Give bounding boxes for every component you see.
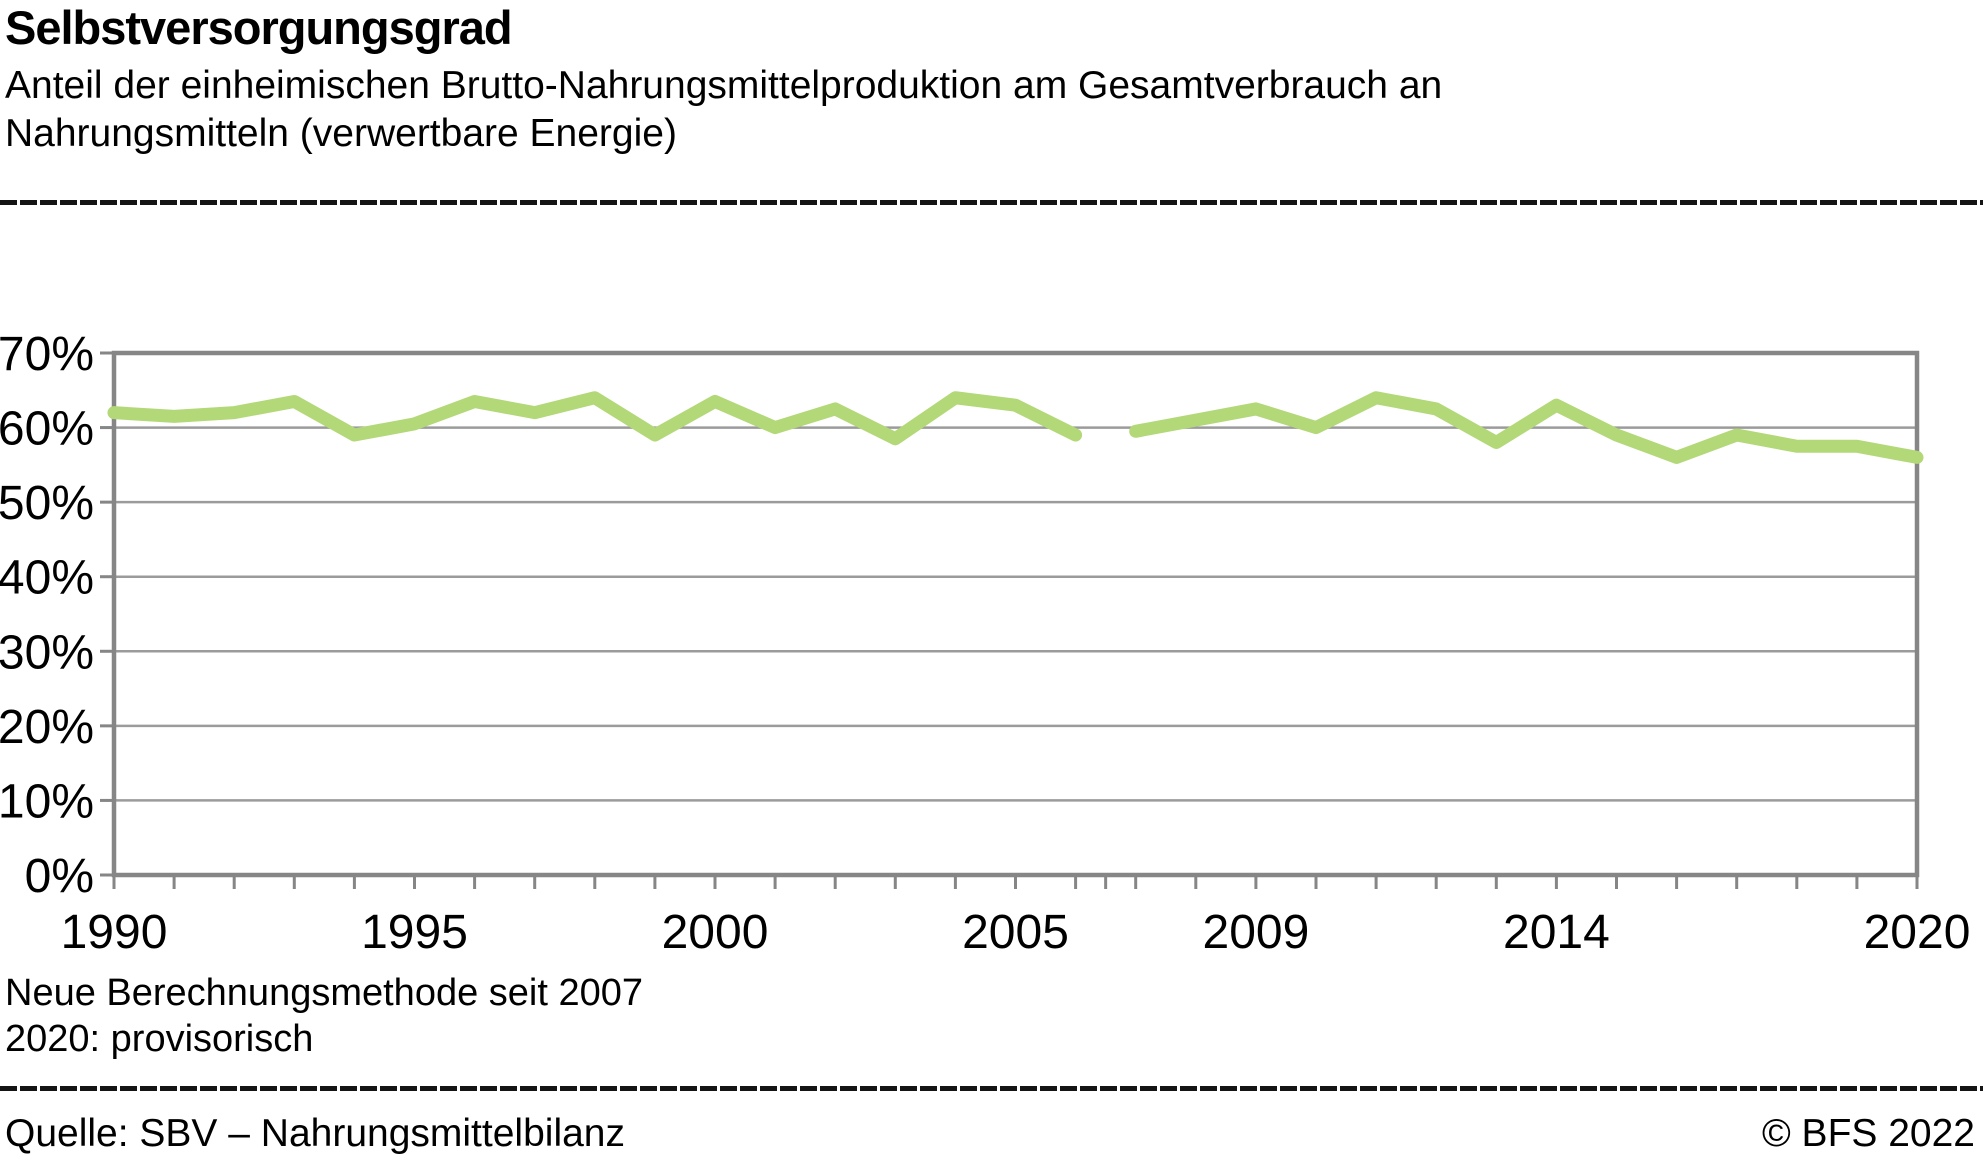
y-tick-label: 60%: [0, 403, 94, 456]
subtitle-line-2: Nahrungsmitteln (verwertbare Energie): [5, 112, 677, 155]
y-tick-label: 10%: [0, 775, 94, 828]
subtitle-line-1: Anteil der einheimischen Brutto-Nahrungs…: [5, 64, 1443, 107]
copyright-label: © BFS 2022: [1761, 1112, 1975, 1155]
chart-subtitle: Anteil der einheimischen Brutto-Nahrungs…: [5, 62, 1442, 158]
header-divider: [0, 200, 1983, 205]
y-tick-label: 30%: [0, 626, 94, 679]
x-tick-label: 2020: [1864, 906, 1971, 959]
x-tick-label: 1990: [61, 906, 168, 959]
y-tick-label: 70%: [0, 328, 94, 381]
footer-divider: [0, 1086, 1983, 1091]
x-tick-label: 2000: [662, 906, 769, 959]
y-tick-label: 50%: [0, 477, 94, 530]
chart-canvas: 0% 10% 20% 30% 40% 50% 60% 70% 1990 1995 2000 2005 2…: [0, 328, 1971, 959]
x-tick-label: 1995: [361, 906, 468, 959]
line-chart: 0% 10% 20% 30% 40% 50% 60% 70% 1990 1995 2000 2005 2…: [0, 270, 1983, 990]
x-tick-label: 2005: [962, 906, 1069, 959]
note-method: Neue Berechnungsmethode seit 2007: [5, 972, 644, 1014]
series-line: [107, 391, 1083, 446]
x-tick-label: 2009: [1203, 906, 1310, 959]
source-label: Quelle: SBV – Nahrungsmittelbilanz: [5, 1112, 625, 1155]
y-tick-label: 20%: [0, 701, 94, 754]
note-provisional: 2020: provisorisch: [5, 1018, 314, 1060]
series-line: [1129, 391, 1924, 464]
chart-notes: Neue Berechnungsmethode seit 2007 2020: …: [5, 970, 643, 1062]
y-tick-label: 0%: [25, 850, 94, 903]
x-tick-label: 2014: [1503, 906, 1610, 959]
y-tick-label: 40%: [0, 552, 94, 605]
page-title: Selbstversorgungsgrad: [5, 1, 513, 54]
